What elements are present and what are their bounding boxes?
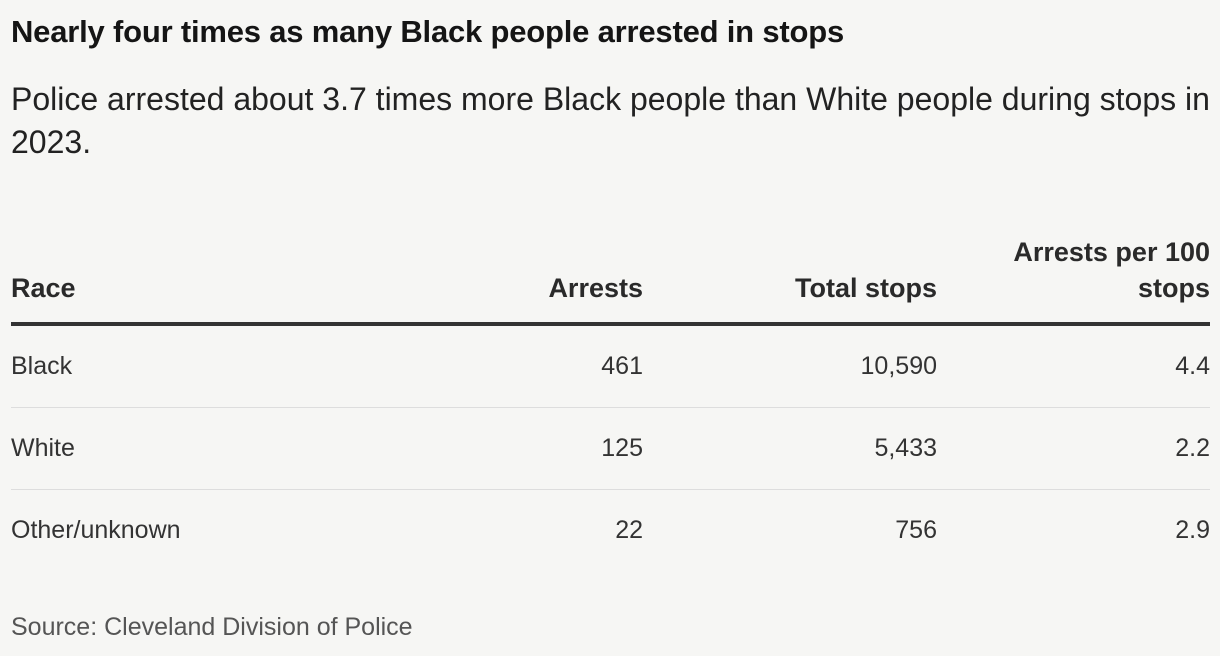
chart-subtitle: Police arrested about 3.7 times more Bla… (11, 81, 1210, 160)
cell-arrests-per-100: 4.4 (937, 324, 1210, 408)
cell-race: Black (11, 324, 291, 408)
table-row: Black 461 10,590 4.4 (11, 324, 1210, 408)
cell-arrests: 125 (291, 407, 643, 490)
column-header-race: Race (11, 232, 291, 326)
cell-total-stops: 5,433 (643, 407, 937, 490)
cell-arrests-per-100: 2.9 (1175, 516, 1210, 544)
table-row: White 125 5,433 2.2 (11, 407, 1210, 490)
cell-race: White (11, 407, 291, 490)
table-header-row: Race Arrests Total stops Arrests per 100… (11, 232, 1210, 326)
cell-arrests: 22 (615, 516, 643, 544)
chart-title: Nearly four times as many Black people a… (11, 14, 845, 49)
data-table: Race Arrests Total stops Arrests per 100… (11, 232, 1210, 571)
column-header-arrests-per-100: Arrests per 100 stops (937, 232, 1210, 326)
column-header-arrests: Arrests (291, 232, 643, 326)
source-note: Source: Cleveland Division of Police (11, 613, 413, 641)
cell-total-stops: 10,590 (643, 324, 937, 408)
table-row: Other/unknown 22 756 2.9 (11, 490, 1210, 572)
column-header-total-stops: Total stops (643, 232, 937, 326)
cell-arrests-per-100: 2.2 (937, 407, 1210, 490)
cell-arrests: 461 (291, 324, 643, 408)
cell-total-stops: 756 (895, 516, 937, 544)
cell-race: Other/unknown (11, 516, 181, 544)
